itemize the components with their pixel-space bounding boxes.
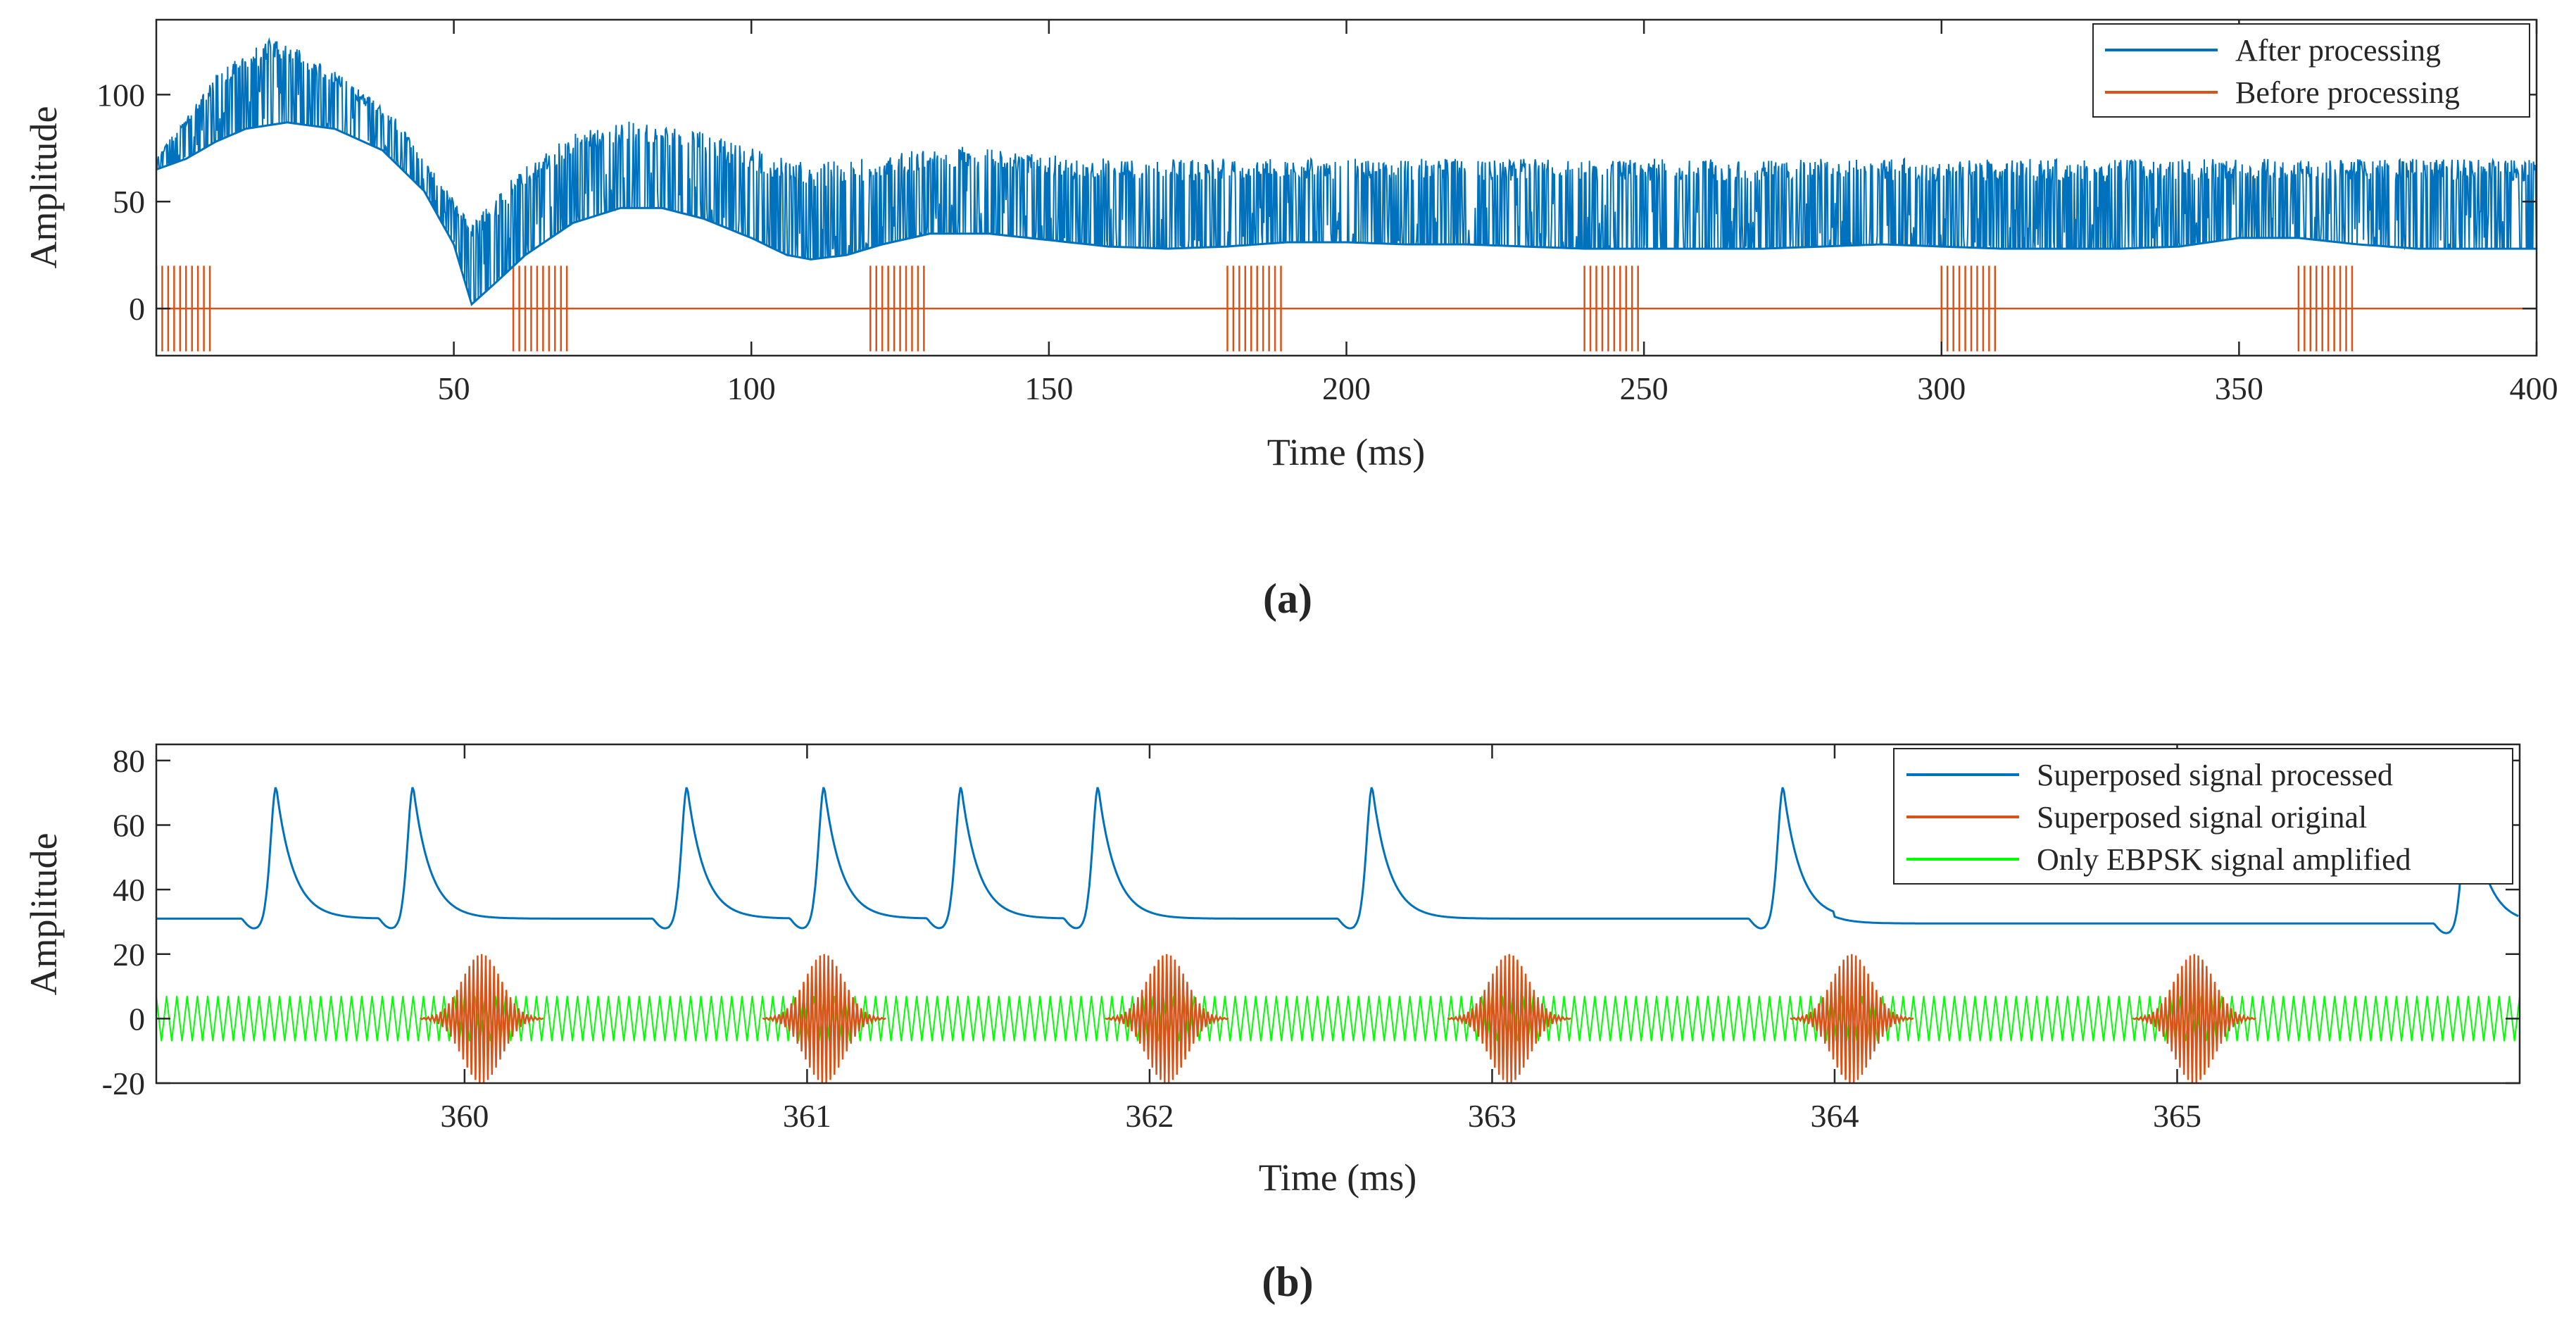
chart-a-ylabel: Amplitude: [23, 106, 65, 269]
chart-b-panel-label: (b): [1262, 1259, 1313, 1305]
series-superposed-original-burst: [1447, 954, 1571, 1083]
x-tick-label: 360: [440, 1098, 489, 1134]
x-tick-label: 250: [1620, 370, 1669, 406]
x-tick-label: 400: [2510, 370, 2558, 406]
series-ebpsk-amplified: [156, 996, 2520, 1042]
chart-b-legend-processed: Superposed signal processed: [2037, 758, 2393, 792]
x-tick-label: 362: [1125, 1098, 1174, 1134]
chart-b-legend-original: Superposed signal original: [2037, 800, 2367, 835]
chart-b-frame: [155, 743, 2521, 1085]
x-tick-label: 50: [438, 370, 470, 406]
chart-a-legend-before: Before processing: [2235, 75, 2460, 110]
y-tick-label: 40: [113, 872, 145, 908]
x-tick-label: 350: [2215, 370, 2263, 406]
series-superposed-original-burst: [1790, 954, 1914, 1083]
y-tick-label: 0: [129, 291, 145, 327]
chart-a-legend-after: After processing: [2235, 33, 2441, 68]
series-superposed-processed: [156, 787, 2519, 935]
chart-b-xlabel: Time (ms): [1259, 1156, 1417, 1199]
series-superposed-original-burst: [1105, 954, 1229, 1083]
y-tick-label: 80: [113, 743, 145, 779]
chart-b-legend: Superposed signal processed Superposed s…: [1893, 748, 2513, 885]
x-tick-label: 100: [727, 370, 776, 406]
series-superposed-original-burst: [762, 954, 886, 1083]
y-tick-label: 20: [113, 937, 145, 973]
series-before-processing: [156, 266, 2537, 351]
y-tick-label: 100: [96, 77, 145, 113]
x-tick-label: 365: [2153, 1098, 2201, 1134]
chart-a-xlabel: Time (ms): [1267, 431, 1426, 473]
series-after-processing-envelope: [156, 121, 2537, 306]
chart-b-ylabel: Amplitude: [23, 833, 65, 996]
x-tick-label: 200: [1322, 370, 1371, 406]
y-tick-label: 0: [129, 1001, 145, 1037]
series-superposed-original-burst: [2132, 954, 2256, 1083]
x-tick-label: 364: [1810, 1098, 1859, 1134]
chart-a-legend: After processing Before processing: [2092, 23, 2530, 118]
y-tick-label: 60: [113, 808, 145, 844]
chart-b-legend-ebpsk: Only EBPSK signal amplified: [2037, 842, 2411, 877]
chart-a-legend-box: [2092, 23, 2530, 118]
x-tick-label: 363: [1468, 1098, 1516, 1134]
chart-b: 360 361 362 363 364 365 -20 0 20 40 60 80 Time (ms…: [23, 743, 2521, 1305]
chart-a: 50 100 150 200 250 300 350 400 0 50 100 Time (ms)…: [23, 18, 2558, 622]
x-tick-label: 300: [1917, 370, 1966, 406]
chart-a-panel-label: (a): [1263, 575, 1312, 622]
x-tick-label: 361: [783, 1098, 831, 1134]
y-tick-label: -20: [102, 1066, 145, 1101]
y-tick-label: 50: [113, 184, 145, 220]
x-tick-label: 150: [1024, 370, 1073, 406]
series-superposed-original-burst: [420, 954, 544, 1083]
